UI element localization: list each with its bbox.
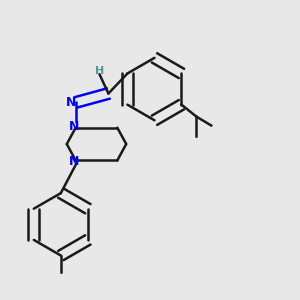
Text: N: N	[69, 155, 80, 168]
Text: N: N	[69, 120, 80, 133]
Text: N: N	[66, 96, 76, 109]
Text: H: H	[95, 66, 104, 76]
